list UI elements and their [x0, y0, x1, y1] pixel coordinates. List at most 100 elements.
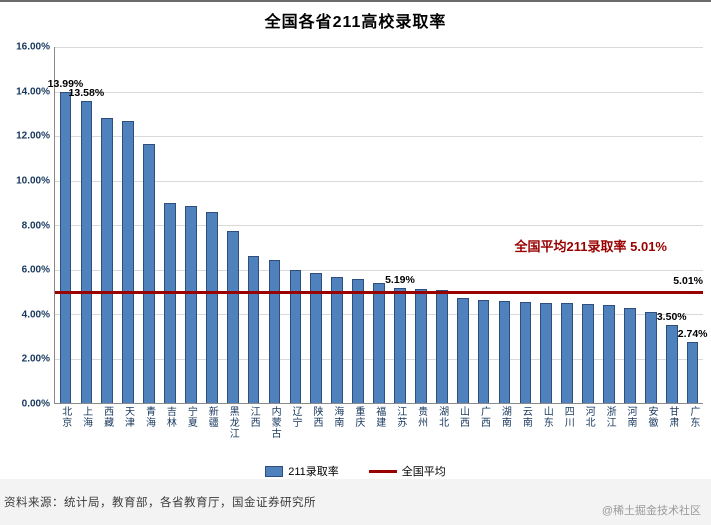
bar-黑龙江 — [226, 230, 239, 403]
x-axis-label: 山西 — [457, 406, 469, 428]
x-axis-label: 湖北 — [436, 406, 448, 428]
bar-广西 — [477, 299, 490, 403]
y-axis: 0.00% 2.00% 4.00% 6.00% 8.00% 10.00% 12.00% 14.… — [4, 42, 52, 410]
bar-slot: 13.99% — [48, 47, 83, 403]
bar-内蒙古 — [268, 260, 281, 403]
y-tick-label: 4.00% — [21, 309, 50, 321]
x-axis-label: 浙江 — [604, 406, 616, 428]
bar-slot — [515, 47, 536, 403]
x-axis-label: 辽宁 — [290, 406, 302, 428]
bar-山东 — [540, 302, 553, 403]
bar-上海 — [80, 100, 93, 403]
bar-四川 — [561, 303, 574, 403]
bar-slot — [431, 47, 452, 403]
x-axis-label: 广东 — [687, 406, 699, 428]
gridline — [55, 47, 703, 48]
bar-slot — [222, 47, 243, 403]
bar-湖南 — [498, 301, 511, 403]
x-axis-label: 黑龙江 — [227, 406, 239, 439]
bar-slot — [264, 47, 285, 403]
bar-slot — [348, 47, 369, 403]
bar-重庆 — [352, 278, 364, 403]
x-axis-label: 河北 — [583, 406, 595, 428]
x-axis-label: 安徽 — [645, 406, 657, 428]
legend: 211录取率 全国平均 — [0, 463, 711, 479]
x-axis-label: 河南 — [625, 406, 637, 428]
bar-吉林 — [164, 203, 176, 403]
bar-甘肃 — [665, 325, 678, 403]
bar-贵州 — [415, 288, 427, 403]
bar-湖北 — [435, 289, 448, 403]
x-axis-label: 青海 — [143, 406, 155, 428]
bar-slot: 5.19% — [385, 47, 415, 403]
footer: 资料来源：统计局，教育部，各省教育厅，国金证券研究所 @稀土掘金技术社区 — [0, 479, 711, 525]
average-value-label: 5.01% — [673, 274, 703, 287]
x-axis-label: 上海 — [80, 406, 92, 428]
x-axis-label: 江西 — [248, 406, 260, 428]
x-axis-label: 新疆 — [206, 406, 218, 428]
y-tick-label: 16.00% — [16, 41, 50, 53]
bar-value-label: 3.50% — [656, 311, 687, 324]
y-tick-label: 14.00% — [16, 86, 50, 98]
bar-江苏 — [394, 287, 406, 403]
bar-slot — [599, 47, 620, 403]
bar-福建 — [373, 282, 385, 403]
bar-slot: 2.74% — [678, 47, 708, 403]
bar-value-label: 13.58% — [68, 86, 105, 99]
bar-广东 — [686, 342, 699, 403]
bar-青海 — [143, 143, 155, 403]
bar-value-label: 2.74% — [677, 328, 708, 341]
y-tick-label: 6.00% — [21, 264, 50, 276]
x-axis-label: 陕西 — [310, 406, 322, 428]
bar-slot — [452, 47, 473, 403]
gridline — [55, 91, 703, 93]
bar-安徽 — [644, 311, 657, 403]
legend-item-bars: 211录取率 — [265, 463, 339, 479]
x-axis-label: 甘肃 — [666, 406, 678, 428]
bar-slot — [243, 47, 264, 403]
bar-slot — [578, 47, 599, 403]
bar-slot — [327, 47, 348, 403]
bar-北京 — [59, 91, 72, 403]
y-tick-label: 2.00% — [21, 353, 50, 365]
legend-item-line: 全国平均 — [368, 463, 446, 479]
bar-slot — [180, 47, 201, 403]
gridline — [55, 269, 703, 271]
bar-slot — [139, 47, 160, 403]
plot-area: 全国平均211录取率 5.01% 5.01% 13.99% 13.58% 5.19%… — [48, 47, 708, 404]
chart-title: 全国各省211高校录取率 — [264, 14, 447, 31]
bar-陕西 — [310, 272, 323, 403]
gridline — [55, 225, 703, 226]
x-axis-label: 海南 — [331, 406, 343, 428]
bar-slot — [473, 47, 494, 403]
x-axis-label: 内蒙古 — [269, 406, 281, 439]
bar-江西 — [247, 256, 260, 403]
x-axis-label: 四川 — [562, 406, 574, 428]
bar-slot — [285, 47, 306, 403]
bar-slot — [619, 47, 640, 403]
bar-slot — [201, 47, 222, 403]
x-axis-label: 湖南 — [499, 406, 511, 428]
x-axis: 北京 上海 西藏 天津 青海 吉林 宁夏 新疆 黑龙江 江西 内蒙古 辽宁 陕西 海南 重庆 福建 江苏 贵州 湖北… — [54, 406, 703, 464]
bar-辽宁 — [289, 270, 302, 403]
y-tick-label: 10.00% — [16, 175, 50, 187]
bar-slot: 13.58% — [69, 47, 104, 403]
bar-新疆 — [205, 211, 218, 403]
bar-slot — [97, 47, 118, 403]
gridline — [55, 136, 703, 137]
bar-海南 — [331, 277, 344, 403]
x-axis-label: 西藏 — [101, 406, 113, 428]
bar-云南 — [519, 302, 532, 403]
source-text: 资料来源：统计局，教育部，各省教育厅，国金证券研究所 — [4, 497, 316, 509]
x-axis-label: 云南 — [520, 406, 532, 428]
watermark: @稀土掘金技术社区 — [601, 505, 701, 517]
bar-swatch-icon — [265, 465, 284, 477]
bar-西藏 — [101, 117, 114, 403]
y-tick-label: 8.00% — [21, 220, 50, 231]
bar-slot — [494, 47, 515, 403]
bar-slot — [160, 47, 181, 403]
legend-line-label: 全国平均 — [401, 466, 446, 478]
x-axis-label: 宁夏 — [185, 406, 197, 428]
bar-宁夏 — [185, 206, 197, 403]
